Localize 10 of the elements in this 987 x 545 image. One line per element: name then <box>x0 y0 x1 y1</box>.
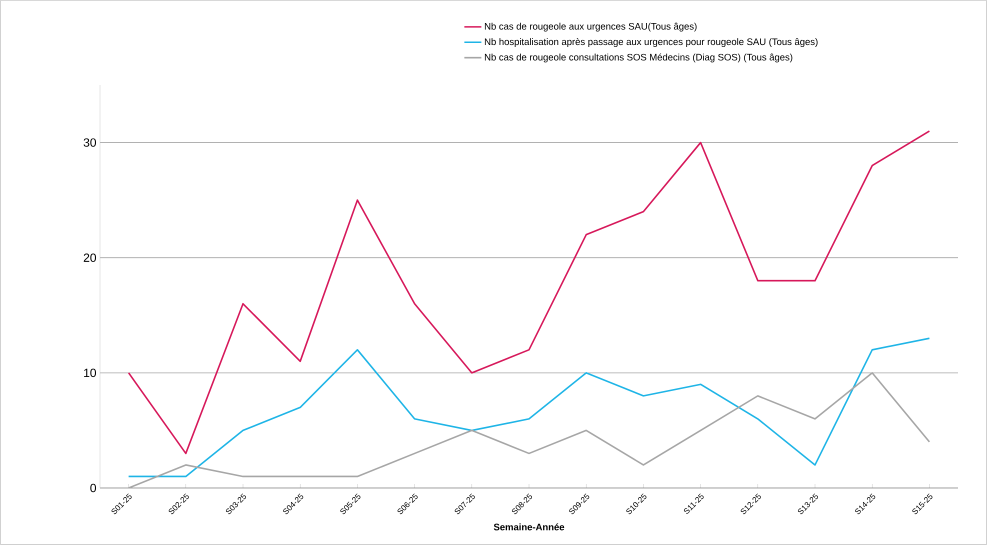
y-tick-label: 20 <box>84 253 96 262</box>
line-series <box>128 337 930 478</box>
y-tick-label: 30 <box>84 138 96 147</box>
legend-label: Nb cas de rougeole aux urgences SAU(Tous âges) <box>484 22 697 32</box>
line-series <box>128 130 930 454</box>
y-tick-label: 0 <box>90 484 96 492</box>
legend-label: Nb hospitalisation après passage aux urgences pour rougeole SAU (Tous âges) <box>484 38 818 47</box>
x-axis-title: Semaine-Année <box>494 523 564 530</box>
y-tick-label: 10 <box>84 368 96 378</box>
legend-label: Nb cas de rougeole consultations SOS Médecins (Diag SOS) (Tous âges) <box>484 53 792 62</box>
